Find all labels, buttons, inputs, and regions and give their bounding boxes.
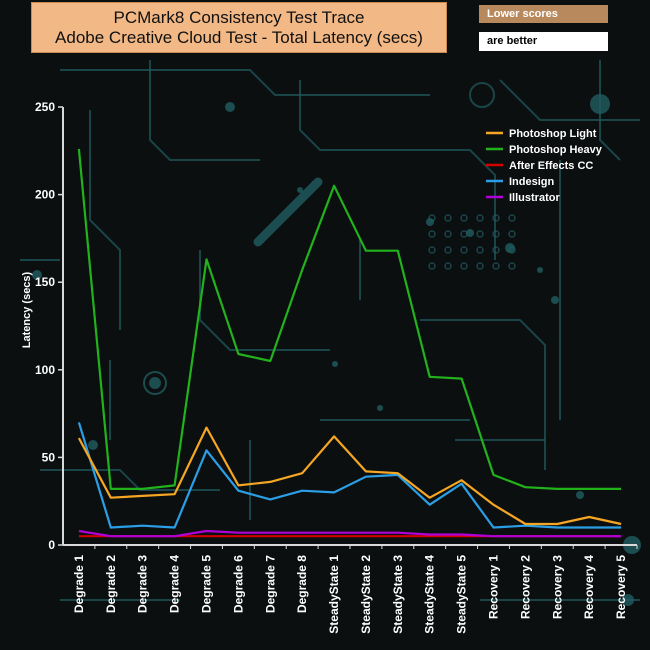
circuit-dot (444, 214, 452, 222)
chart-title-box: PCMark8 Consistency Test Trace Adobe Cre… (31, 2, 447, 53)
series-line-illustrator (78, 529, 622, 538)
y-tick-label: 100 (35, 363, 55, 377)
x-tick-label: SteadyState 5 (455, 555, 469, 634)
x-tick-label: Recovery 5 (614, 555, 628, 619)
circuit-node (149, 377, 161, 389)
circuit-dot (428, 214, 436, 222)
x-tick-label: SteadyState 3 (391, 555, 405, 634)
x-tick-label: SteadyState 2 (359, 555, 373, 634)
circuit-node (622, 594, 634, 606)
circuit-dot (492, 214, 500, 222)
circuit-trace (40, 469, 220, 491)
chart-title-line1: PCMark8 Consistency Test Trace (113, 8, 365, 27)
circuit-dot (476, 246, 484, 254)
circuit-node (332, 361, 338, 367)
circuit-dot (460, 230, 468, 238)
circuit-dot (460, 262, 468, 270)
circuit-trace (599, 60, 621, 161)
circuit-trace (199, 250, 330, 351)
circuit-dot (444, 262, 452, 270)
series-line-indesign (77, 422, 622, 529)
circuit-node (297, 187, 303, 193)
circuit-trace (299, 80, 496, 260)
circuit-dot (428, 246, 436, 254)
y-tick-label: 250 (35, 100, 55, 114)
legend-label: Photoshop Light (509, 128, 597, 140)
chart-series (77, 148, 622, 538)
x-tick-label: Degrade 2 (104, 555, 118, 613)
circuit-node (88, 440, 98, 450)
circuit-ring (143, 371, 167, 395)
chart-axes: 0 50 100 150 200 250 Degrade 1 Degrade 2 Degrade… (35, 100, 638, 634)
x-tick-label: Degrade 6 (231, 555, 245, 613)
series-line-photoshop-light (77, 426, 622, 526)
series-line-photoshop-heavy (77, 148, 622, 490)
circuit-dot (492, 262, 500, 270)
legend-label: Illustrator (509, 192, 560, 204)
x-tick-label: Degrade 4 (168, 555, 182, 613)
note-lower-scores: Lower scores (479, 5, 608, 23)
chart-title-line2: Adobe Creative Cloud Test - Total Latenc… (55, 28, 423, 47)
circuit-dot (492, 246, 500, 254)
circuit-dot (508, 230, 516, 238)
circuit-dot (428, 262, 436, 270)
y-tick-label: 200 (35, 188, 55, 202)
circuit-dot (476, 214, 484, 222)
x-tick-label: Recovery 3 (550, 555, 564, 619)
circuit-node (466, 229, 474, 237)
circuit-trace (420, 319, 546, 470)
circuit-ring (469, 82, 495, 108)
circuit-trace (89, 110, 121, 330)
circuit-dot (460, 214, 468, 222)
x-tick-label: SteadyState 1 (327, 555, 341, 634)
circuit-background (20, 60, 641, 606)
x-tick-label: Degrade 7 (263, 555, 277, 613)
y-tick-label: 0 (48, 538, 55, 552)
x-tick-label: Degrade 1 (72, 555, 86, 613)
circuit-trace (499, 79, 640, 121)
circuit-dot (444, 230, 452, 238)
legend-label: Photoshop Heavy (509, 144, 603, 156)
circuit-bar (253, 177, 323, 247)
circuit-dot (508, 214, 516, 222)
note-are-better: are better (479, 32, 608, 51)
x-tick-label: Degrade 8 (295, 555, 309, 613)
y-tick-label: 50 (42, 450, 56, 464)
circuit-dot (428, 230, 436, 238)
circuit-node (576, 491, 584, 499)
circuit-dot (476, 262, 484, 270)
circuit-node (590, 94, 610, 114)
x-tick-label: Recovery 4 (582, 555, 596, 619)
circuit-node (32, 270, 42, 280)
circuit-trace (60, 69, 430, 96)
x-tick-label: Recovery 2 (518, 555, 532, 619)
circuit-dot (460, 246, 468, 254)
x-tick-label: Degrade 3 (136, 555, 150, 613)
legend-label: Indesign (509, 176, 555, 188)
circuit-node (377, 405, 383, 411)
circuit-node (551, 296, 559, 304)
x-tick-label: Recovery 1 (487, 555, 501, 619)
circuit-node (426, 218, 434, 226)
circuit-node (537, 267, 543, 273)
x-tick-label: SteadyState 4 (423, 555, 437, 634)
circuit-trace (149, 60, 260, 161)
circuit-node (225, 102, 235, 112)
chart-legend: Photoshop Light Photoshop Heavy After Eff… (486, 128, 603, 204)
circuit-dot (492, 230, 500, 238)
legend-label: After Effects CC (509, 160, 593, 172)
circuit-dot (476, 230, 484, 238)
circuit-dot (444, 246, 452, 254)
circuit-dot (508, 262, 516, 270)
y-tick-label: 150 (35, 275, 55, 289)
circuit-dot (508, 246, 516, 254)
x-tick-label: Degrade 5 (200, 555, 214, 613)
y-axis-label: Latency (secs) (21, 271, 33, 348)
